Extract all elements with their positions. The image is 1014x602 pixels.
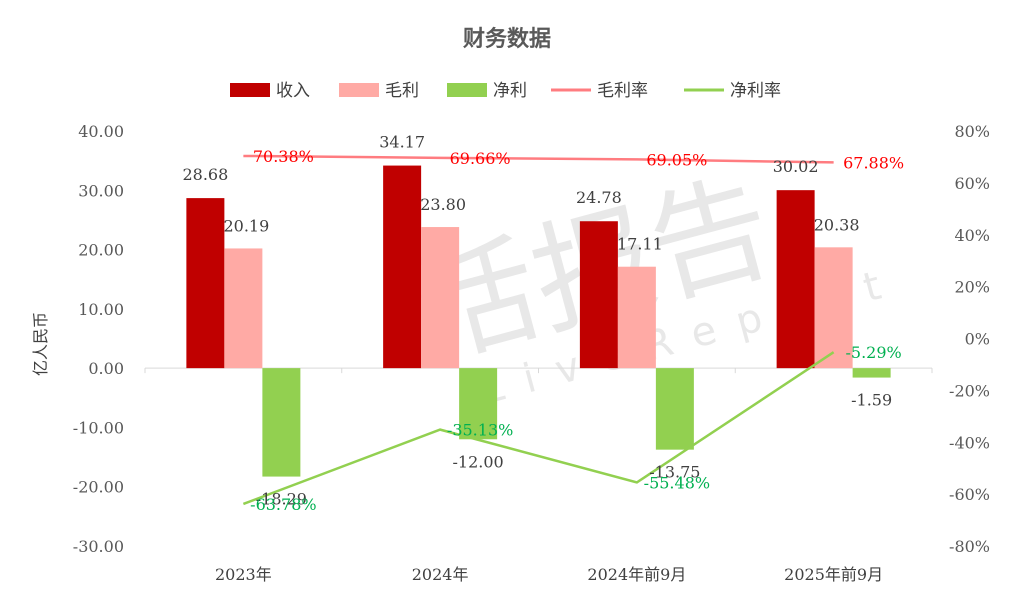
y-tick-label: 10.00: [78, 300, 124, 319]
line-label-毛利率-3: 67.88%: [843, 153, 904, 172]
x-category-label: 2024年: [412, 565, 469, 584]
bar-收入-3: [776, 190, 815, 369]
bar-label-收入-0: 28.68: [182, 165, 228, 184]
y2-tick-label: -20%: [949, 381, 990, 400]
bar-收入-1: [383, 165, 422, 369]
y2-tick-label: -60%: [949, 485, 990, 504]
chart-title: 财务数据: [463, 26, 551, 52]
y-tick-label: -10.00: [73, 418, 124, 437]
line-label-净利率-3: -5.29%: [846, 343, 902, 362]
bar-毛利-2: [617, 266, 656, 369]
bar-label-净利-0: -18.29: [256, 490, 307, 509]
y2-tick-label: 40%: [954, 226, 990, 245]
bar-label-毛利-0: 20.19: [223, 216, 269, 235]
bar-收入-2: [579, 221, 618, 369]
bars: [186, 165, 891, 477]
legend-swatch-2: [447, 83, 487, 97]
line-label-净利率-2: -55.48%: [644, 473, 710, 492]
y-tick-label: 0.00: [88, 359, 124, 378]
bar-label-毛利-1: 23.80: [420, 195, 466, 214]
data-labels: 28.68 34.17 24.78 30.02 20.19 23.80 17.11 20.38…: [182, 133, 904, 514]
line-净利率: [242, 351, 835, 506]
bar-收入-0: [186, 198, 225, 369]
legend-label-2: 净利: [493, 81, 527, 101]
bar-label-收入-2: 24.78: [576, 188, 622, 207]
bar-净利-0: [262, 368, 301, 477]
y-tick-label: -20.00: [73, 478, 124, 497]
line-label-毛利率-2: 69.05%: [646, 150, 707, 169]
line-label-毛利率-0: 70.38%: [253, 147, 314, 166]
line-毛利率: [243, 154, 834, 164]
legend-swatch-0: [230, 83, 270, 97]
bar-毛利-3: [814, 247, 853, 369]
lines: [242, 154, 835, 506]
y-tick-label: 40.00: [78, 122, 124, 141]
legend-label-3: 毛利率: [597, 81, 648, 101]
legend-label-0: 收入: [276, 81, 310, 101]
line-label-净利率-1: -35.13%: [447, 421, 513, 440]
bar-净利-2: [655, 368, 694, 450]
x-category-label: 2025年前9月: [784, 565, 883, 584]
line-label-毛利率-1: 69.66%: [450, 149, 511, 168]
y2-tick-label: -40%: [949, 433, 990, 452]
bar-label-净利-3: -1.59: [851, 391, 892, 410]
legend-label-4: 净利率: [730, 81, 781, 101]
x-category-label: 2023年: [215, 565, 272, 584]
y-tick-label: 30.00: [78, 181, 124, 200]
y2-tick-label: 0%: [965, 330, 990, 349]
y2-tick-label: 80%: [954, 122, 990, 141]
bar-label-收入-3: 30.02: [773, 157, 819, 176]
bar-label-毛利-3: 20.38: [814, 215, 860, 234]
bar-净利-1: [459, 368, 498, 440]
bar-毛利-0: [224, 248, 263, 369]
bar-label-净利-2: -13.75: [649, 463, 700, 482]
axes: 40.00 30.00 20.00 10.00 0.00 -10.00 -20.00 -30.…: [73, 122, 990, 584]
bar-毛利-1: [421, 227, 460, 369]
y-axis-label: 亿人民币: [31, 312, 50, 376]
legend-swatch-1: [339, 83, 379, 97]
bar-label-净利-1: -12.00: [453, 452, 504, 471]
bar-label-毛利-2: 17.11: [617, 235, 663, 254]
legend: 收入 毛利 净利 毛利率 净利率: [230, 81, 781, 101]
line-label-净利率-0: -63.78%: [250, 495, 316, 514]
y2-tick-label: -80%: [949, 537, 990, 556]
bar-label-收入-1: 34.17: [379, 133, 425, 152]
y-tick-label: -30.00: [73, 537, 124, 556]
y-tick-label: 20.00: [78, 241, 124, 260]
y2-tick-label: 20%: [954, 278, 990, 297]
bar-净利-3: [852, 368, 891, 378]
y2-tick-label: 60%: [954, 174, 990, 193]
x-category-label: 2024年前9月: [587, 565, 686, 584]
legend-label-1: 毛利: [385, 81, 419, 101]
